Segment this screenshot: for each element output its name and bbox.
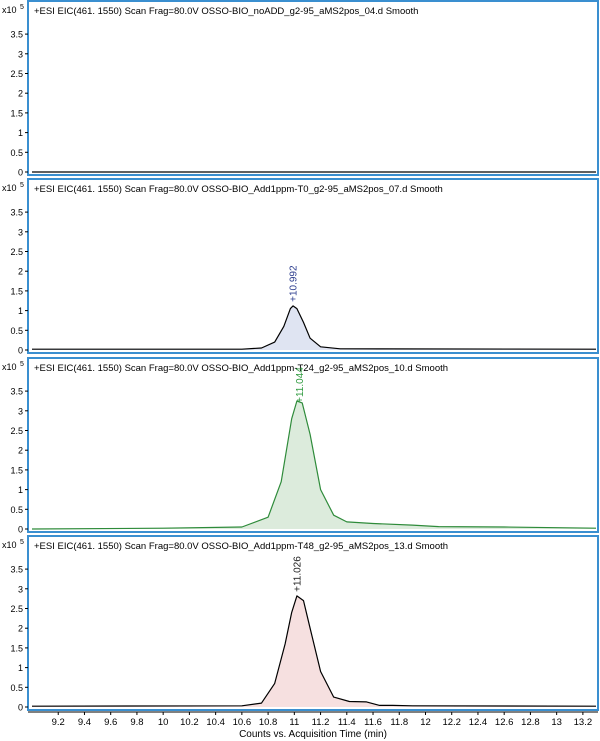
y-tick-label: 3: [18, 227, 23, 237]
y-tick-label: 0.5: [10, 326, 23, 336]
y-tick-label: 2.5: [10, 69, 23, 79]
x-tick-label: 12.2: [442, 717, 461, 728]
y-tick-label: 1: [18, 128, 23, 138]
panel-frame: [27, 0, 599, 176]
y-tick-label: 0.5: [10, 505, 23, 515]
panel-title: +ESI EIC(461. 1550) Scan Frag=80.0V OSSO…: [34, 541, 448, 552]
panel-title: +ESI EIC(461. 1550) Scan Frag=80.0V OSSO…: [34, 363, 448, 374]
trace-fill: [32, 595, 596, 707]
x-tick-label: 13.2: [574, 717, 593, 728]
x-tick-label: 9.4: [78, 717, 91, 728]
y-tick-label: 2.5: [10, 247, 23, 257]
y-tick-label: 3.5: [10, 30, 23, 40]
y-tick-label: 3.5: [10, 565, 23, 575]
y-tick-label: 3.5: [10, 387, 23, 397]
y-tick-label: 0: [18, 703, 23, 713]
x-tick-label: 11.2: [312, 717, 330, 728]
x-tick-label: 12.6: [495, 717, 514, 728]
y-tick-label: 1: [18, 485, 23, 495]
x-tick-label: 13: [551, 717, 562, 728]
y-tick-label: 0: [18, 346, 23, 356]
panel-title: +ESI EIC(461. 1550) Scan Frag=80.0V OSSO…: [34, 184, 443, 195]
x-tick-label: 10.6: [233, 717, 252, 728]
trace-line: [31, 595, 597, 707]
peak-label: +11.044: [295, 367, 306, 403]
y-tick-label: 3: [18, 49, 23, 59]
x-tick-label: 11.8: [390, 717, 408, 728]
y-tick-label: 1: [18, 663, 23, 673]
peak-label: +10.992: [288, 265, 299, 302]
y-tick-label: 2.5: [10, 426, 23, 436]
y-scale-exponent: 5: [20, 539, 24, 546]
x-tick-label: 12: [420, 717, 431, 728]
trace-line: [31, 400, 597, 530]
y-tick-label: 0: [18, 168, 23, 178]
x-tick-label: 10.8: [259, 717, 278, 728]
chart-panel-4: x10 5 +ESI EIC(461. 1550) Scan Frag=80.0V …: [2, 535, 599, 713]
x-tick-label: 9.8: [130, 717, 143, 728]
panel-title: +ESI EIC(461. 1550) Scan Frag=80.0V OSSO…: [34, 6, 418, 17]
y-tick-label: 3: [18, 406, 23, 416]
y-tick-label: 1.5: [10, 108, 23, 118]
y-tick-label: 1.5: [10, 286, 23, 296]
y-tick-label: 2: [18, 624, 23, 634]
x-tick-label: 12.8: [521, 717, 540, 728]
y-tick-label: 1.5: [10, 465, 23, 475]
x-tick-label: 10.4: [206, 717, 225, 728]
y-tick-label: 0.5: [10, 148, 23, 158]
y-scale-label: x10: [2, 362, 17, 372]
chart-panel-2: x10 5 +ESI EIC(461. 1550) Scan Frag=80.0V …: [2, 178, 599, 356]
x-tick-label: 9.2: [52, 717, 65, 728]
y-tick-label: 2: [18, 267, 23, 277]
x-tick-label: 11.6: [364, 717, 382, 728]
y-scale-label: x10: [2, 540, 17, 550]
x-axis-label: Counts vs. Acquisition Time (min): [239, 729, 387, 740]
x-tick-label: 12.4: [469, 717, 488, 728]
chart-panel-1: x10 5 +ESI EIC(461. 1550) Scan Frag=80.0V …: [2, 0, 599, 178]
y-tick-label: 3: [18, 584, 23, 594]
x-tick-label: 11: [289, 717, 299, 728]
y-scale-exponent: 5: [20, 4, 24, 11]
x-tick-label: 11.4: [338, 717, 356, 728]
peak-label: +11.026: [293, 556, 304, 592]
y-scale-label: x10: [2, 5, 17, 15]
y-tick-label: 1: [18, 306, 23, 316]
x-tick-label: 10: [158, 717, 169, 728]
y-tick-label: 2: [18, 89, 23, 99]
y-scale-exponent: 5: [20, 361, 24, 368]
y-scale-label: x10: [2, 183, 17, 193]
chart-panel-3: x10 5 +ESI EIC(461. 1550) Scan Frag=80.0V …: [2, 357, 599, 535]
trace-line: [32, 305, 597, 350]
y-tick-label: 2: [18, 446, 23, 456]
panel-frame: [27, 178, 599, 354]
y-scale-exponent: 5: [20, 182, 24, 189]
x-tick-label: 10.2: [180, 717, 199, 728]
x-tick-label: 9.6: [104, 717, 117, 728]
y-tick-label: 0: [18, 525, 23, 535]
y-tick-label: 3.5: [10, 208, 23, 218]
y-tick-label: 2.5: [10, 604, 23, 614]
y-tick-label: 1.5: [10, 643, 23, 653]
y-tick-label: 0.5: [10, 683, 23, 693]
trace-fill: [32, 401, 596, 529]
